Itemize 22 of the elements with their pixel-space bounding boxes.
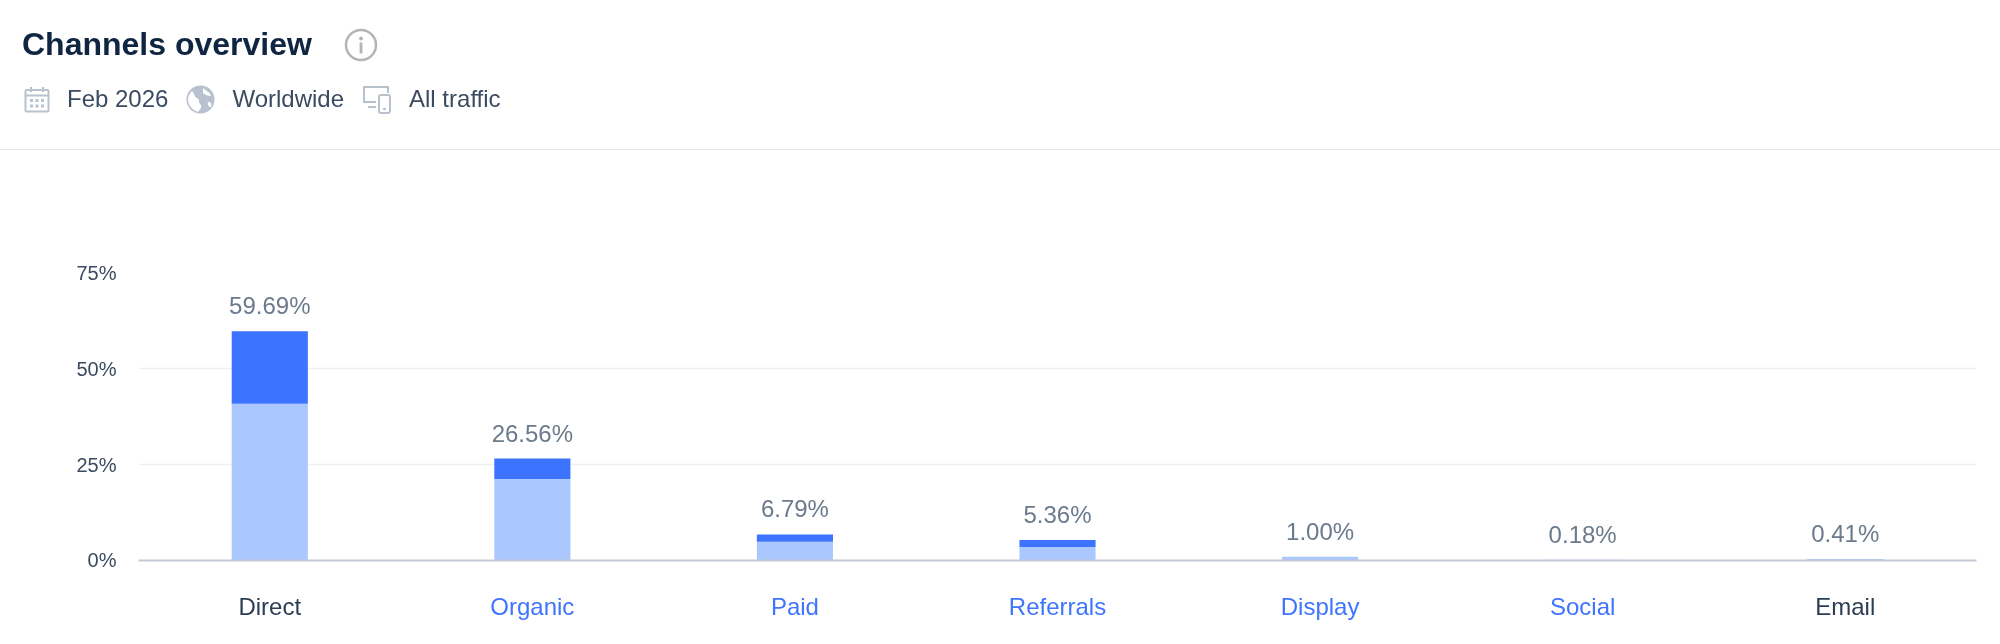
x-tick-label: Organic: [490, 592, 575, 620]
y-tick-label: 25%: [76, 453, 117, 476]
total-label: 0.18%: [1548, 520, 1617, 548]
chart-title: Channels overview: [22, 25, 312, 64]
total-label: 26.56%: [491, 419, 574, 447]
total-label: 0.41%: [1811, 519, 1880, 547]
x-tick-label: Email: [1815, 592, 1876, 620]
text: Feb 2026: [67, 84, 169, 114]
x-tick-label: Social: [1549, 592, 1616, 620]
y-tick-label: 75%: [76, 261, 117, 284]
total-label: 1.00%: [1286, 517, 1355, 545]
total-label: 6.79%: [760, 495, 829, 523]
x-tick-label: Direct: [238, 592, 302, 620]
y-tick-label: 50%: [76, 357, 117, 380]
text: Worldwide: [232, 84, 345, 114]
y-tick-label: 0%: [87, 548, 117, 571]
total-label: 5.36%: [1023, 500, 1092, 528]
x-tick-label: Display: [1280, 592, 1360, 620]
x-tick-label: Paid: [770, 592, 819, 620]
total-label: 59.69%: [229, 292, 311, 320]
x-tick-label: Referrals: [1008, 592, 1107, 620]
text: All traffic: [409, 84, 501, 114]
